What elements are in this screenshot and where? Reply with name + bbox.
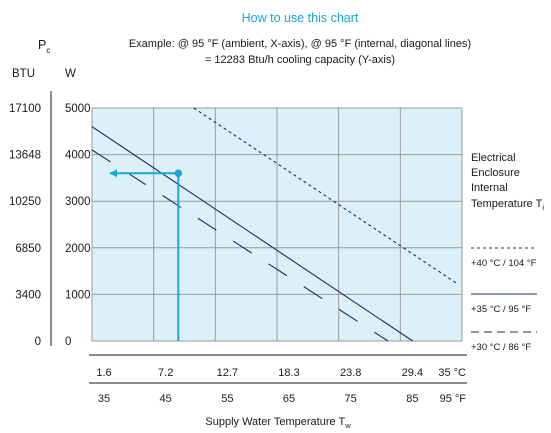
x-tick-labels: 1.6 7.2 12.7 18.3 23.8 29.4 35 °C 35 45 55 65 75 85 9… xyxy=(96,367,466,405)
legend-title-line-4: Temperature Ti xyxy=(471,198,544,212)
legend-title-line-3: Internal xyxy=(471,182,508,194)
x-tick-label-celsius: 29.4 xyxy=(402,367,423,379)
howto-line-1: Example: @ 95 °F (ambient, X-axis), @ 95… xyxy=(129,38,471,50)
series-line-solid xyxy=(91,126,413,342)
x-tick-label-fahrenheit: 35 xyxy=(98,393,110,405)
howto-title: How to use this chart xyxy=(242,11,359,25)
y-tick-label-btu: 13648 xyxy=(9,150,41,162)
y-tick-label-w: 5000 xyxy=(65,103,91,115)
y-tick-label-w: 2000 xyxy=(65,243,91,255)
y-tick-label-w: 4000 xyxy=(65,150,91,162)
y-axis-symbol-sub: c xyxy=(46,46,50,55)
x-axis-title-main: Supply Water Temperature T xyxy=(205,416,345,428)
x-tick-label-fahrenheit: 55 xyxy=(221,393,233,405)
y-tick-labels: 5000 17100 4000 13648 3000 10250 2000 6850 1000 3… xyxy=(9,103,91,348)
legend-label-35c: +35 °C / 95 °F xyxy=(471,304,531,315)
legend-title-line-2: Enclosure xyxy=(471,167,520,179)
series-line-dashed xyxy=(91,149,389,342)
x-tick-label-fahrenheit: 85 xyxy=(406,393,418,405)
y-tick-label-btu: 6850 xyxy=(15,243,41,255)
series-line-dotted xyxy=(193,107,457,284)
y-tick-label-btu: 10250 xyxy=(9,196,41,208)
x-tick-label-celsius: 18.3 xyxy=(278,367,299,379)
x-tick-label-celsius: 35 °C xyxy=(438,367,466,379)
howto-line-2: = 12283 Btu/h cooling capacity (Y-axis) xyxy=(205,54,395,66)
y-tick-label-w: 1000 xyxy=(65,289,91,301)
x-tick-label-celsius: 7.2 xyxy=(158,367,173,379)
example-marker xyxy=(109,169,183,341)
legend-label-30c: +30 °C / 86 °F xyxy=(471,342,531,353)
x-tick-label-fahrenheit: 75 xyxy=(345,393,357,405)
y-tick-label-btu: 17100 xyxy=(9,103,41,115)
legend-label-40c: +40 °C / 104 °F xyxy=(471,258,537,269)
x-tick-label-fahrenheit: 95 °F xyxy=(440,393,467,405)
y-axis-unit-btu: BTU xyxy=(12,68,35,80)
legend: Electrical Enclosure Internal Temperatur… xyxy=(471,152,544,353)
legend-title-main: Temperature T xyxy=(471,198,543,210)
grid xyxy=(91,107,463,342)
y-tick-label-w: 3000 xyxy=(65,196,91,208)
x-tick-label-fahrenheit: 65 xyxy=(283,393,295,405)
legend-title-line-1: Electrical xyxy=(471,152,516,164)
y-axis-symbol: Pc xyxy=(38,38,50,55)
series-lines xyxy=(91,107,457,342)
legend-title-sub: i xyxy=(542,203,544,212)
y-tick-label-w: 0 xyxy=(65,336,71,348)
y-tick-label-btu: 3400 xyxy=(15,289,41,301)
x-axis-title-sub: w xyxy=(344,421,351,430)
y-axis-unit-w: W xyxy=(65,68,76,80)
x-tick-label-celsius: 23.8 xyxy=(340,367,361,379)
y-axis-symbol-main: P xyxy=(38,38,46,52)
example-point xyxy=(174,169,183,178)
x-axis-title: Supply Water Temperature Tw xyxy=(205,416,351,430)
x-tick-label-celsius: 12.7 xyxy=(217,367,238,379)
y-tick-label-btu: 0 xyxy=(35,336,41,348)
x-tick-label-celsius: 1.6 xyxy=(96,367,111,379)
x-tick-label-fahrenheit: 45 xyxy=(160,393,172,405)
